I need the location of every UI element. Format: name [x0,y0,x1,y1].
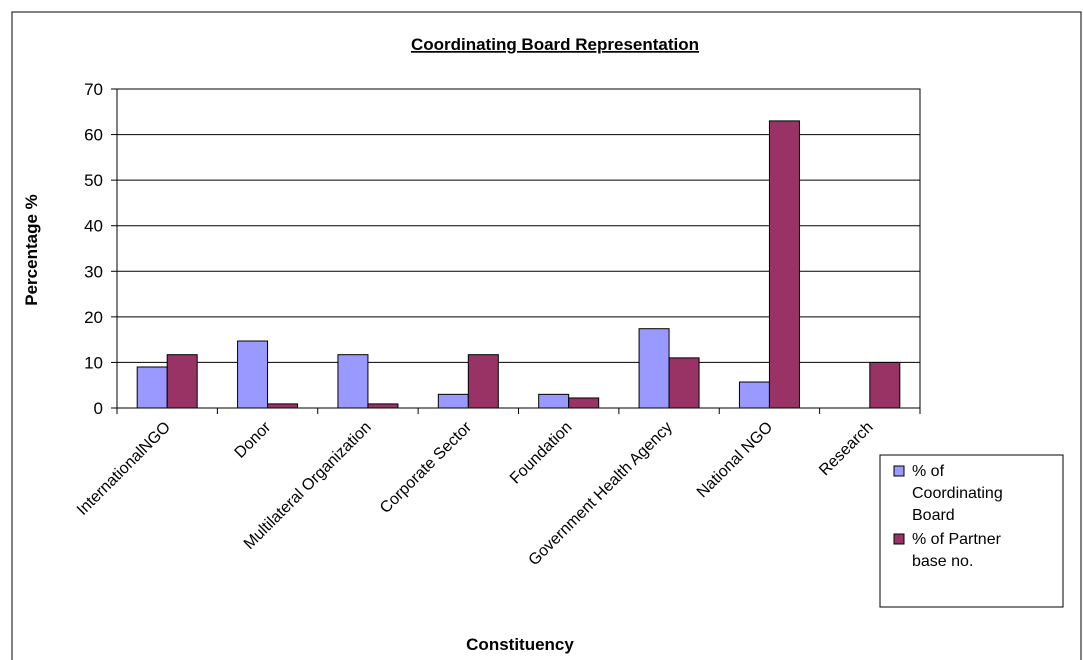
y-tick-label: 20 [84,308,103,327]
bar [267,403,299,409]
bar [869,361,901,409]
legend [879,454,1064,608]
legend-label: % of Coordinating Board [912,463,1003,524]
bar [367,403,399,409]
bar [568,397,600,409]
bar [768,120,800,409]
bar [668,357,700,409]
bar [136,366,168,409]
y-tick-label: 10 [84,353,103,372]
y-tick-label: 30 [84,262,103,281]
y-tick-label: 0 [94,399,103,418]
y-tick-label: 60 [84,126,103,145]
legend-swatch [893,465,905,477]
bar [166,354,198,409]
y-axis-label: Percentage % [22,194,41,306]
bar [337,354,369,409]
y-tick-label: 40 [84,217,103,236]
bar [638,328,670,409]
bar [738,381,770,409]
x-axis-label: Constituency [466,635,574,654]
bar [467,354,499,409]
y-tick-label: 50 [84,171,103,190]
legend-label: % of Partner base no. [912,531,1002,570]
chart-title: Coordinating Board Representation [411,35,699,54]
y-tick-label: 70 [84,80,103,99]
bar [237,340,269,409]
legend-swatch [893,533,905,545]
bar [538,393,570,409]
bar [437,393,469,409]
